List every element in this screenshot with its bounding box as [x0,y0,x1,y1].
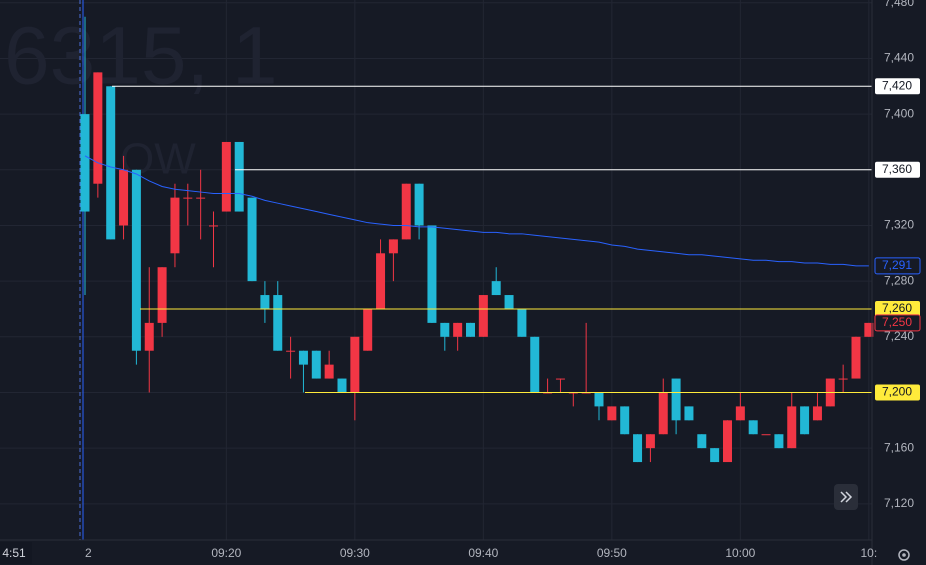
x-tick-label: 09:50 [597,546,627,560]
candle-body [247,197,257,282]
candle-body [466,322,475,337]
candle-body [440,322,450,337]
candle-body [209,225,218,227]
candle-body [324,364,334,379]
candle-body [620,406,630,435]
candle-body [376,253,386,309]
candle-body [748,420,758,435]
plot [80,16,874,463]
settings-button[interactable] [898,549,910,561]
y-tick-label: 7,320 [884,218,914,232]
ma-label: 7,291 [882,258,912,272]
candle-body [851,336,861,379]
candle-body [671,378,681,421]
moving-average [84,155,869,267]
level-label: 7,200 [882,385,912,399]
cursor-time-label: 4:51 [2,546,26,560]
candle-body [658,392,668,435]
candle-body [119,169,129,226]
level-label-box [875,300,920,317]
candle-body [735,406,745,421]
scroll-icon [840,491,853,503]
candle-body [350,336,360,393]
level-label: 7,420 [882,78,912,92]
candle-body [633,434,643,463]
y-tick-label: 7,240 [884,329,914,343]
candle-body [555,378,565,380]
candle-body [170,197,180,254]
candle-body [838,378,848,380]
candle-body [157,267,167,323]
settings-icon [902,553,906,557]
candle-body [787,406,797,449]
y-tick-label: 7,440 [884,51,914,65]
last-price-label: 7,250 [882,315,912,329]
y-tick-label: 7,160 [884,440,914,454]
y-tick-label: 7,400 [884,106,914,120]
level-label-box [875,384,920,401]
candle-body [388,239,398,254]
ma-label-box [874,257,921,275]
candle-body [80,114,90,212]
level-label-box [875,78,920,95]
cursor-time-box [0,542,32,564]
candle-body [761,434,771,436]
candle-body [723,420,732,463]
candle-body [453,322,463,337]
candle-body [286,350,296,352]
candle-body [710,448,720,463]
y-tick-label: 7,280 [884,273,914,287]
candle-body [183,197,193,199]
candle-body [607,406,617,421]
x-tick-label: 09:40 [468,546,498,560]
candle-body [800,406,810,435]
last-price-box [874,314,921,332]
level-label: 7,260 [882,301,912,315]
level-label-box [875,161,920,178]
x-tick-label: 09:30 [340,546,370,560]
y-tick-label: 7,480 [884,0,914,9]
candle-body [337,378,347,393]
candle-body [774,434,784,449]
candle-body [427,225,437,323]
level-label: 7,360 [882,162,912,176]
x-tick-label: 09:20 [211,546,241,560]
candle-body [684,406,694,421]
candle-body [697,434,707,449]
x-tick-label: 2 [85,546,92,560]
candle-body [273,295,283,351]
candle-body [401,183,411,240]
candle-body [311,350,321,379]
candle-body [234,141,244,212]
candle-body [517,308,527,337]
candle-body [260,295,270,309]
candle-body [298,350,308,365]
candle-body [478,295,488,337]
candle-body [530,336,540,393]
x-tick-label: 10:00 [725,546,755,560]
candle-body [504,295,514,309]
candle-body [645,434,655,449]
candle-body [196,197,206,199]
watermark: 6315, 1 [4,11,278,102]
x-tick-label: 10: [861,546,878,560]
candle-body [363,308,373,351]
candle-body [594,392,604,407]
candle-body [864,322,874,337]
candle-body [221,141,231,212]
axes: 7,120 7,160 7,200 7,240 7,280 7,320 7,360 7,400… [85,0,921,560]
candle-body [106,86,116,240]
candle-body [414,183,424,226]
candle-body [812,406,822,421]
candle-body [491,281,501,296]
candle-body [93,72,103,184]
candle-body [144,322,154,351]
candle-body [131,169,141,351]
y-tick-label: 7,120 [884,496,914,510]
watermark: OW [120,135,196,184]
